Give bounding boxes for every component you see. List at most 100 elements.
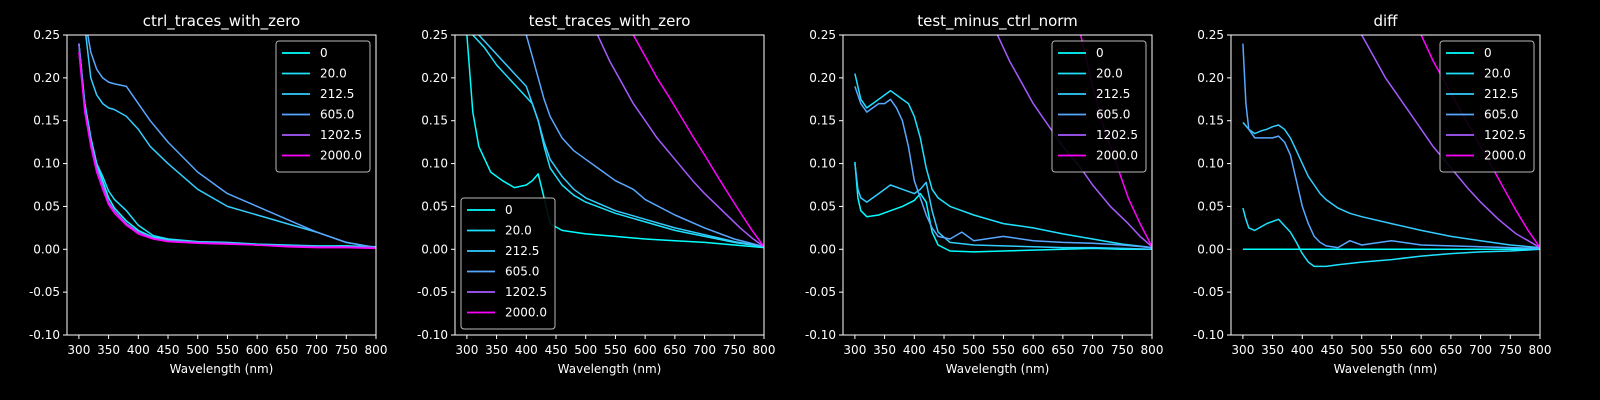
x-axis-label: Wavelength (nm) <box>170 362 274 376</box>
x-tick-label: 350 <box>485 343 508 357</box>
axes-frame <box>66 34 377 336</box>
x-axis-label: Wavelength (nm) <box>558 362 662 376</box>
axes-frame <box>1230 34 1541 336</box>
legend-label-212.5: 212.5 <box>1484 87 1518 101</box>
series-line-212.5 <box>854 163 1152 251</box>
legend-label-2000.0: 2000.0 <box>320 149 362 163</box>
legend-label-20.0: 20.0 <box>320 67 347 81</box>
y-tick-label: -0.10 <box>29 328 60 342</box>
y-tick-label: 0.20 <box>33 71 60 85</box>
series-line-1202.5 <box>596 35 764 248</box>
series-line-605.0 <box>854 86 1152 249</box>
x-tick-label: 500 <box>962 343 985 357</box>
x-tick-label: 550 <box>604 343 627 357</box>
y-tick-label: 0.15 <box>809 114 836 128</box>
axes-frame <box>842 34 1153 336</box>
y-tick-label: 0.25 <box>33 28 60 42</box>
legend-label-605.0: 605.0 <box>505 265 539 279</box>
legend-label-605.0: 605.0 <box>1484 108 1518 122</box>
x-tick-label: 550 <box>1380 343 1403 357</box>
chart-title: ctrl_traces_with_zero <box>143 12 300 31</box>
chart-1: test_traces_with_zero 300 350 400 450 500 550 6… <box>417 12 776 376</box>
x-tick-label: 350 <box>97 343 120 357</box>
y-tick-label: 0.20 <box>421 71 448 85</box>
x-tick-label: 700 <box>693 343 716 357</box>
x-tick-label: 650 <box>275 343 298 357</box>
x-tick-label: 750 <box>723 343 746 357</box>
legend-label-1202.5: 1202.5 <box>1096 128 1138 142</box>
chart-title: test_minus_ctrl_norm <box>917 12 1078 31</box>
y-tick-label: 0.00 <box>421 242 448 256</box>
series-group <box>78 35 376 250</box>
x-tick-label: 800 <box>753 343 776 357</box>
legend-label-2000.0: 2000.0 <box>1096 149 1138 163</box>
legend-label-212.5: 212.5 <box>320 87 354 101</box>
y-tick-label: 0.10 <box>1197 157 1224 171</box>
y-tick-label: 0.25 <box>809 28 836 42</box>
axes-frame <box>454 34 765 336</box>
y-tick-label: 0.15 <box>421 114 448 128</box>
x-tick-label: 600 <box>246 343 269 357</box>
y-tick-label: -0.05 <box>1193 285 1224 299</box>
x-tick-label: 600 <box>1410 343 1433 357</box>
legend-label-2000.0: 2000.0 <box>1484 149 1526 163</box>
legend-label-20.0: 20.0 <box>1484 67 1511 81</box>
y-tick-label: 0.00 <box>809 242 836 256</box>
chart-2: test_minus_ctrl_norm 300 350 400 450 500 550 60… <box>805 12 1164 376</box>
x-tick-label: 600 <box>634 343 657 357</box>
chart-title: diff <box>1373 12 1398 30</box>
y-tick-label: 0.10 <box>809 157 836 171</box>
x-tick-label: 700 <box>1081 343 1104 357</box>
x-tick-label: 650 <box>1439 343 1462 357</box>
series-line-212.5 <box>478 35 764 248</box>
legend-label-0: 0 <box>1484 46 1492 60</box>
series-line-605.0 <box>525 35 764 248</box>
x-tick-label: 550 <box>992 343 1015 357</box>
x-tick-label: 300 <box>1231 343 1254 357</box>
x-tick-label: 800 <box>365 343 388 357</box>
y-tick-label: 0.05 <box>1197 199 1224 213</box>
y-tick-label: -0.10 <box>1193 328 1224 342</box>
legend: 0 20.0 212.5 605.0 1202.5 2000.0 <box>275 40 371 173</box>
x-tick-label: 500 <box>186 343 209 357</box>
y-tick-label: 0.05 <box>809 199 836 213</box>
legend-label-0: 0 <box>320 46 328 60</box>
series-line-212.5 <box>85 35 376 249</box>
x-tick-label: 650 <box>1051 343 1074 357</box>
legend: 0 20.0 212.5 605.0 1202.5 2000.0 <box>1051 40 1147 173</box>
x-tick-label: 450 <box>545 343 568 357</box>
x-tick-label: 400 <box>515 343 538 357</box>
y-tick-label: 0.15 <box>33 114 60 128</box>
x-tick-label: 300 <box>67 343 90 357</box>
x-tick-label: 400 <box>127 343 150 357</box>
x-tick-label: 500 <box>1350 343 1373 357</box>
series-line-20.0 <box>1242 207 1540 268</box>
legend-label-605.0: 605.0 <box>320 108 354 122</box>
chart-3: diff 300 350 400 450 500 550 600 650 700 750 800 -0.… <box>1193 12 1552 376</box>
legend-label-20.0: 20.0 <box>505 224 532 238</box>
x-tick-label: 700 <box>1469 343 1492 357</box>
y-tick-label: -0.10 <box>417 328 448 342</box>
series-line-212.5 <box>1242 121 1540 249</box>
y-tick-label: 0.00 <box>33 242 60 256</box>
y-tick-label: 0.10 <box>33 157 60 171</box>
series-line-605.0 <box>1242 43 1540 250</box>
legend-label-1202.5: 1202.5 <box>505 285 547 299</box>
x-tick-label: 400 <box>903 343 926 357</box>
x-tick-label: 350 <box>1261 343 1284 357</box>
y-tick-label: 0.05 <box>421 199 448 213</box>
series-line-20.0 <box>854 73 1152 249</box>
legend: 0 20.0 212.5 605.0 1202.5 2000.0 <box>460 197 556 330</box>
legend-label-0: 0 <box>1096 46 1104 60</box>
x-tick-label: 550 <box>216 343 239 357</box>
x-tick-label: 700 <box>305 343 328 357</box>
y-tick-label: -0.05 <box>29 285 60 299</box>
y-tick-label: 0.05 <box>33 199 60 213</box>
chart-title: test_traces_with_zero <box>529 12 691 31</box>
series-line-605.0 <box>87 35 376 249</box>
x-tick-label: 450 <box>933 343 956 357</box>
series-line-0 <box>854 161 1152 253</box>
y-tick-label: 0.25 <box>1197 28 1224 42</box>
x-axis-label: Wavelength (nm) <box>1334 362 1438 376</box>
